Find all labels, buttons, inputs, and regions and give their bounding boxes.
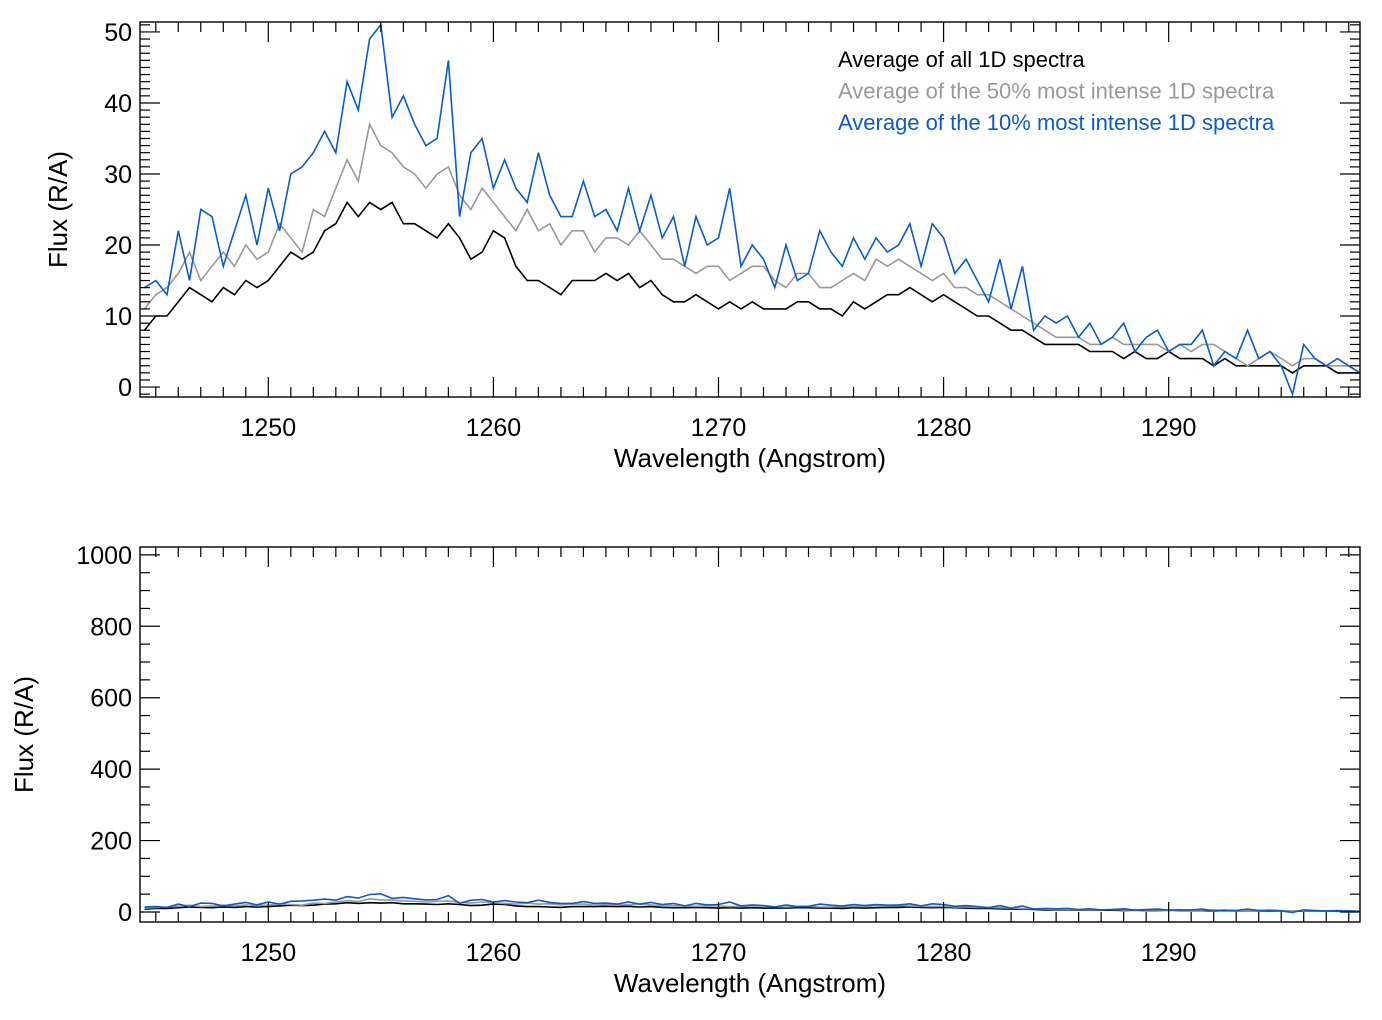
y-axis-title: Flux (R/A) — [43, 151, 73, 268]
y-tick-label: 600 — [90, 685, 132, 713]
y-tick-label: 200 — [90, 828, 132, 856]
x-tick-label: 1260 — [466, 939, 522, 967]
legend-entry-3: Average of the 10% most intense 1D spect… — [838, 110, 1275, 135]
y-tick-label: 800 — [90, 613, 132, 641]
series-line-1 — [143, 200, 1360, 374]
legend-entry-2: Average of the 50% most intense 1D spect… — [838, 79, 1275, 104]
y-tick-label: 50 — [104, 19, 132, 47]
x-tick-label: 1260 — [466, 414, 522, 442]
y-tick-label: 10 — [104, 303, 132, 331]
y-tick-label: 400 — [90, 756, 132, 784]
plot-frame — [139, 546, 1361, 923]
y-tick-label: 40 — [104, 90, 132, 118]
x-tick-label: 1290 — [1141, 939, 1197, 967]
x-axis-title: Wavelength (Angstrom) — [614, 968, 886, 998]
x-tick-label: 1250 — [240, 939, 296, 967]
legend: Average of all 1D spectra Average of the … — [838, 47, 1275, 135]
series-line-2 — [143, 121, 1360, 374]
y-axis-title: Flux (R/A) — [9, 676, 39, 793]
x-tick-label: 1270 — [691, 414, 747, 442]
series-line-3 — [144, 892, 1360, 914]
series-line-3 — [144, 22, 1360, 397]
x-tick-label: 1280 — [916, 414, 972, 442]
x-tick-label: 1270 — [691, 939, 747, 967]
panel-2: 1250 1260 1270 1280 1290 0 200 400 600 800 1000 Wav… — [9, 542, 1361, 998]
legend-entry-1: Average of all 1D spectra — [838, 47, 1085, 72]
y-tick-label: 30 — [104, 161, 132, 189]
x-axis-title: Wavelength (Angstrom) — [614, 443, 886, 473]
x-tick-label: 1290 — [1141, 414, 1197, 442]
y-tick-label: 20 — [104, 232, 132, 260]
y-tick-label: 1000 — [76, 542, 132, 570]
y-tick-label: 0 — [118, 374, 132, 402]
plot-frame — [139, 21, 1361, 398]
panel-1: 1250 1260 1270 1280 1290 0 10 20 30 40 50 Wavelengt… — [43, 19, 1361, 473]
x-tick-label: 1280 — [916, 939, 972, 967]
x-tick-label: 1250 — [240, 414, 296, 442]
y-tick-label: 0 — [118, 899, 132, 927]
